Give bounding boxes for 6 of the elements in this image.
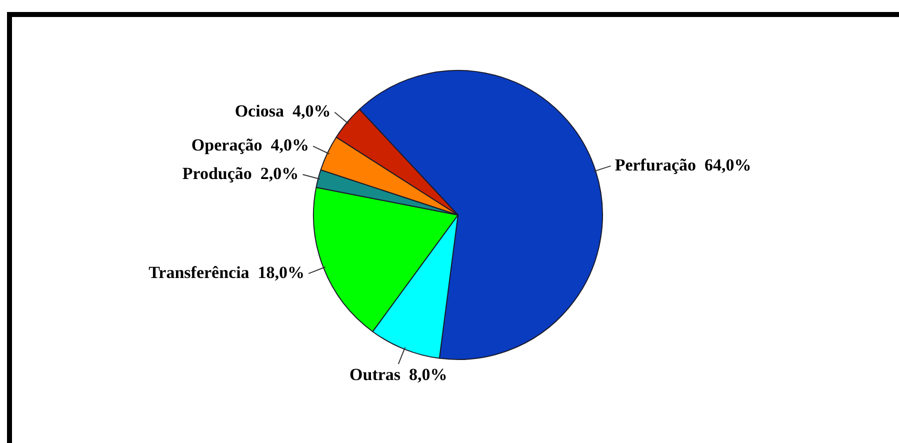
slice-label: Outras 8,0% bbox=[350, 364, 448, 384]
slice-label: Ociosa 4,0% bbox=[234, 102, 331, 121]
slice-label: Produção 2,0% bbox=[182, 164, 299, 183]
slice-label: Perfuração 64,0% bbox=[614, 155, 752, 174]
slice-label: Operação 4,0% bbox=[191, 136, 310, 155]
slice-label: Transferência 18,0% bbox=[148, 262, 305, 282]
